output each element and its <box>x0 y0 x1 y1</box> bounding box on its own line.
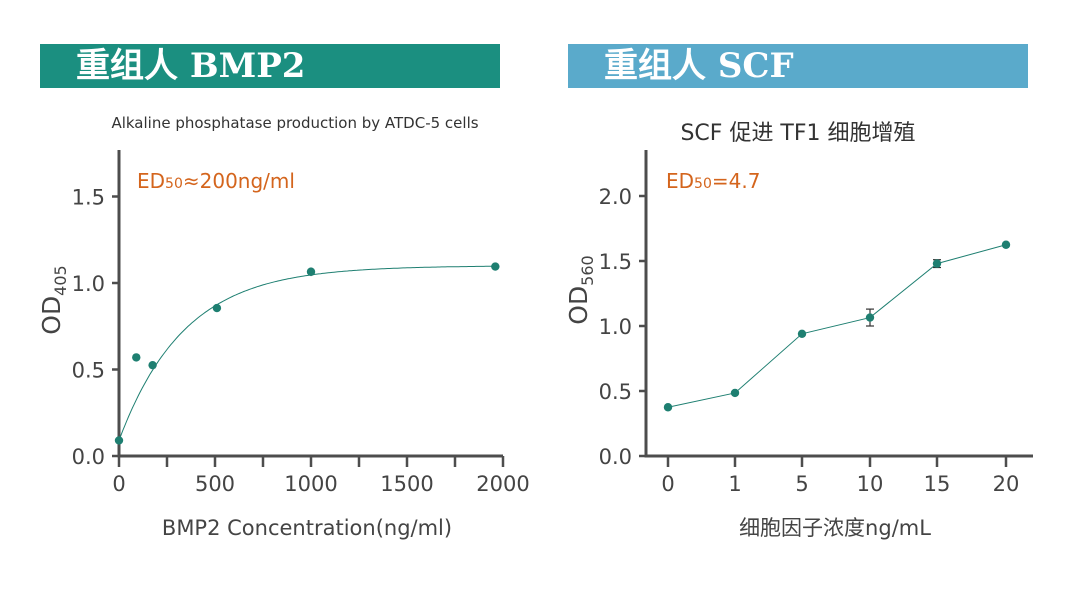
left-data-point <box>114 436 124 445</box>
left-chart-ticks: 0.0 0.5 1.0 1.5 0 500 1000 1500 2000 <box>72 186 530 497</box>
right-x-axis-label: 细胞因子浓度ng/mL <box>739 516 931 540</box>
right-data-point <box>797 329 807 338</box>
left-data-point <box>491 262 500 271</box>
right-ed50-annotation: ED50=4.7 <box>666 169 760 193</box>
left-y-tick-label: 1.0 <box>72 272 105 296</box>
right-x-tick-label: 1 <box>728 472 741 496</box>
right-y-tick-label: 2.0 <box>599 185 632 209</box>
right-chart-banner: 重组人 SCF <box>568 44 1028 88</box>
right-x-tick-label: 20 <box>993 472 1020 496</box>
left-data-point <box>148 360 157 370</box>
left-data-point <box>212 303 222 313</box>
right-y-tick-label: 0.0 <box>599 445 632 469</box>
left-x-axis-label: BMP2 Concentration(ng/ml) <box>162 516 452 540</box>
left-ylabel-sub: 405 <box>51 265 70 296</box>
right-y-tick-label: 1.5 <box>599 250 632 274</box>
right-y-tick-label: 0.5 <box>599 380 632 404</box>
left-chart-title: Alkaline phosphatase production by ATDC-… <box>111 114 479 132</box>
left-ed-rest: ≈200ng/ml <box>183 169 295 193</box>
right-ylabel-sub: 560 <box>578 255 597 286</box>
left-y-tick-label: 0.0 <box>72 445 105 469</box>
left-x-tick-label: 2000 <box>476 472 529 496</box>
left-chart-banner: 重组人 BMP2 <box>40 44 500 88</box>
left-y-tick-label: 1.5 <box>72 186 105 210</box>
right-chart-axes <box>644 150 1033 458</box>
right-y-axis-label: OD560 <box>564 255 597 324</box>
right-series-line <box>667 244 1007 408</box>
right-x-tick-label: 0 <box>661 472 674 496</box>
right-ed-rest: =4.7 <box>712 169 761 193</box>
left-x-tick-label: 1500 <box>380 472 433 496</box>
left-x-tick-label: 1000 <box>284 472 337 496</box>
right-chart-marks <box>663 240 1011 412</box>
left-x-tick-label: 500 <box>195 472 235 496</box>
left-x-tick-label: 0 <box>112 472 125 496</box>
left-ylabel-main: OD <box>37 296 66 335</box>
right-ylabel-main: OD <box>564 286 593 325</box>
right-chart-title: SCF 促进 TF1 细胞增殖 <box>680 121 916 146</box>
left-chart-marks <box>114 262 500 445</box>
left-chart-axes <box>117 150 503 458</box>
right-data-point <box>730 388 740 398</box>
left-fit-curve <box>118 265 496 441</box>
right-data-point <box>932 259 942 268</box>
right-data-point <box>663 403 673 412</box>
right-data-point <box>1001 240 1011 249</box>
right-chart-ticks: 0.00.51.01.52.00 1 5 10 15 20 <box>599 185 1020 496</box>
right-x-tick-label: 15 <box>924 472 951 496</box>
left-ed-sub: 50 <box>165 176 183 192</box>
right-x-tick-label: 5 <box>795 472 808 496</box>
left-ed-main: ED <box>137 169 165 193</box>
left-data-point <box>132 353 141 362</box>
right-ed-sub: 50 <box>694 176 712 192</box>
right-y-tick-label: 1.0 <box>599 315 632 339</box>
right-ed-main: ED <box>666 169 694 193</box>
left-data-point <box>306 267 316 276</box>
left-y-tick-label: 0.5 <box>72 359 105 383</box>
left-y-axis-label: OD405 <box>37 265 70 334</box>
right-x-tick-label: 10 <box>857 472 884 496</box>
left-ed50-annotation: ED50≈200ng/ml <box>137 169 295 193</box>
right-data-point <box>865 313 875 322</box>
